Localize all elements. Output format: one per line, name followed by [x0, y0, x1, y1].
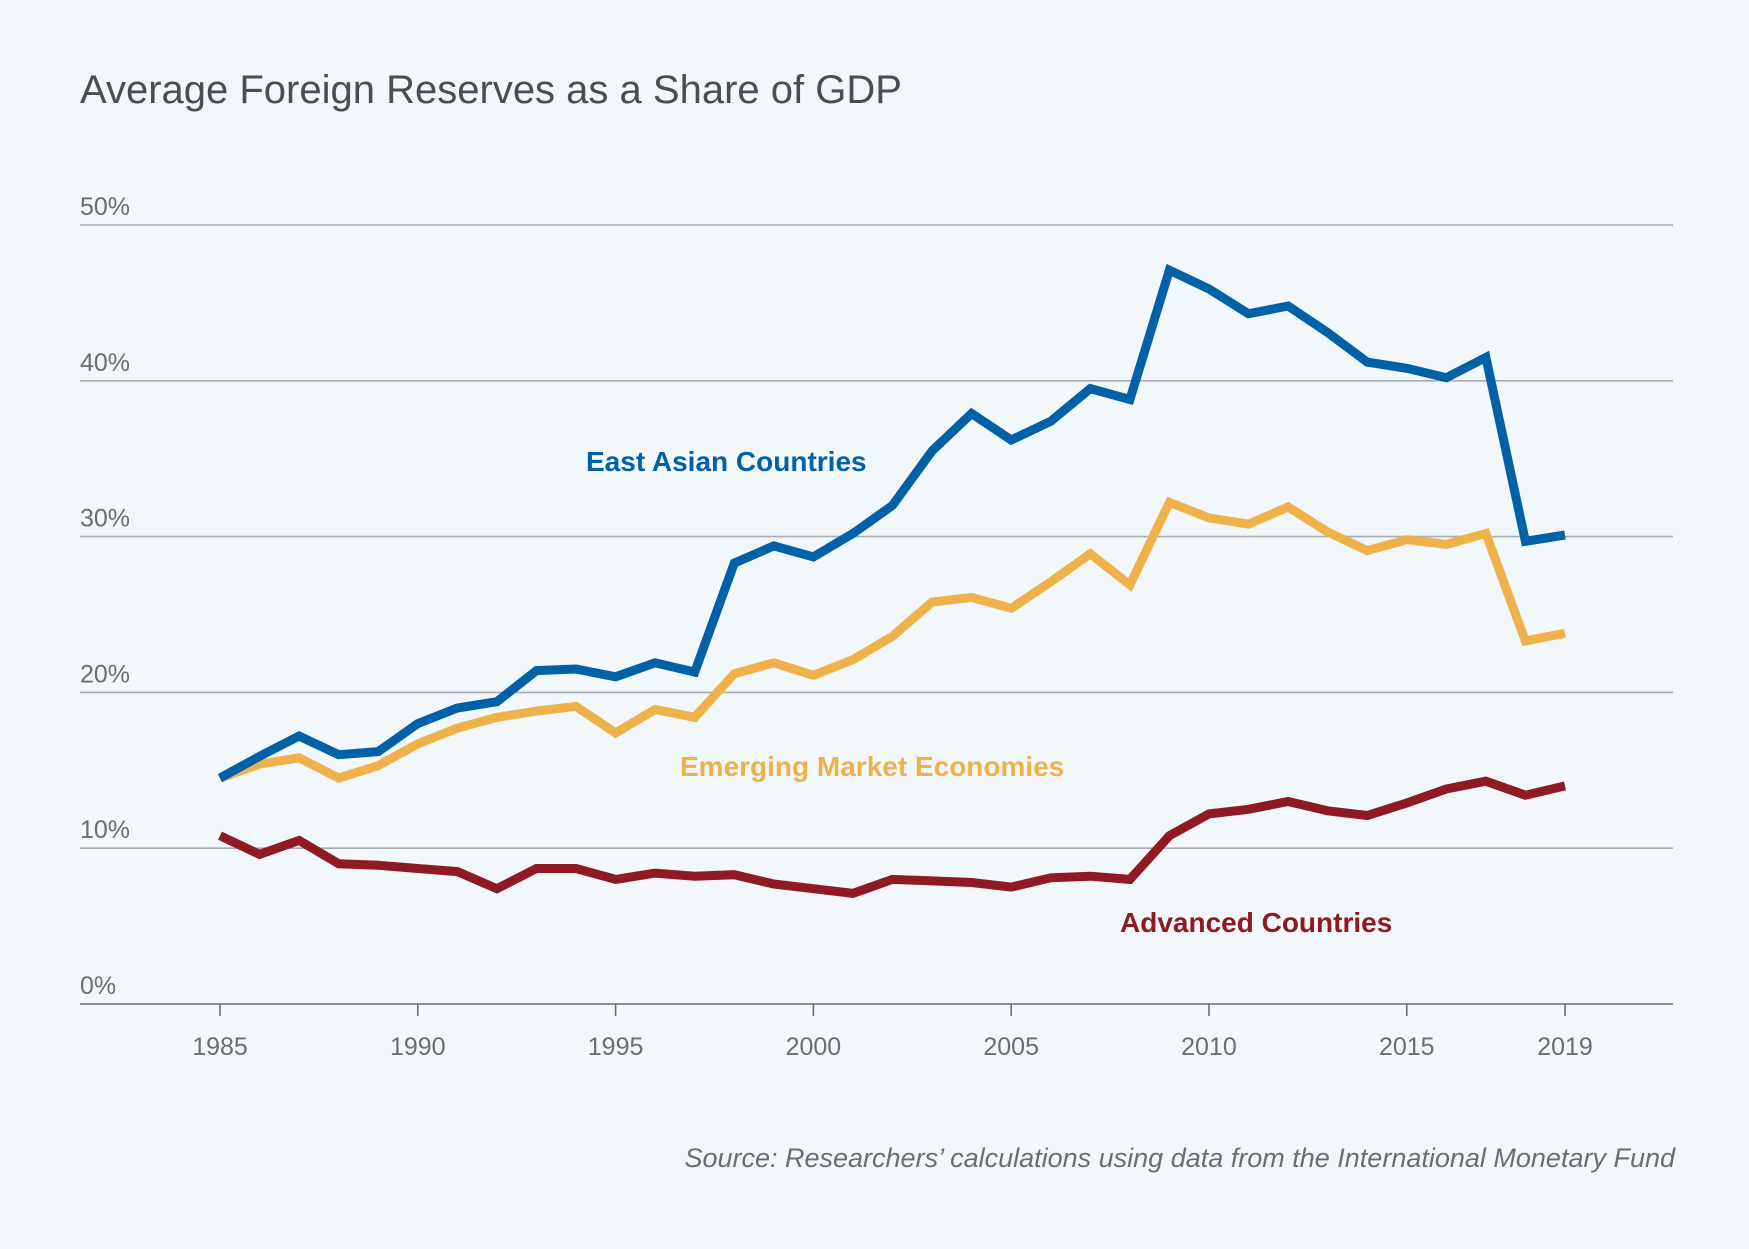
series-line-emerging-market-economies: [218, 496, 1566, 783]
series-label-east-asian-countries: East Asian Countries: [586, 446, 867, 477]
chart-title: Average Foreign Reserves as a Share of G…: [80, 68, 902, 112]
y-tick-label: 40%: [80, 349, 130, 377]
series-label-advanced-countries: Advanced Countries: [1120, 907, 1392, 938]
y-tick-label: 10%: [80, 816, 130, 844]
y-tick-label: 0%: [80, 972, 116, 1000]
x-tick-label: 2019: [1537, 1033, 1593, 1061]
x-tick-label: 2015: [1379, 1033, 1435, 1061]
x-tick-label: 1985: [192, 1033, 248, 1061]
y-tick-label: 20%: [80, 660, 130, 688]
x-tick-label: 2010: [1181, 1033, 1237, 1061]
source-note: Source: Researchers’ calculations using …: [684, 1143, 1676, 1173]
x-tick-label: 2005: [983, 1033, 1039, 1061]
y-tick-label: 30%: [80, 505, 130, 533]
series-line-east-asian-countries: [217, 263, 1566, 783]
x-tick-label: 1990: [390, 1033, 446, 1061]
y-tick-label: 50%: [80, 193, 130, 221]
x-tick-label: 2000: [786, 1033, 842, 1061]
series-label-emerging-market-economies: Emerging Market Economies: [680, 751, 1064, 782]
x-tick-label: 1995: [588, 1033, 644, 1061]
series-line-advanced-countries: [218, 776, 1567, 898]
